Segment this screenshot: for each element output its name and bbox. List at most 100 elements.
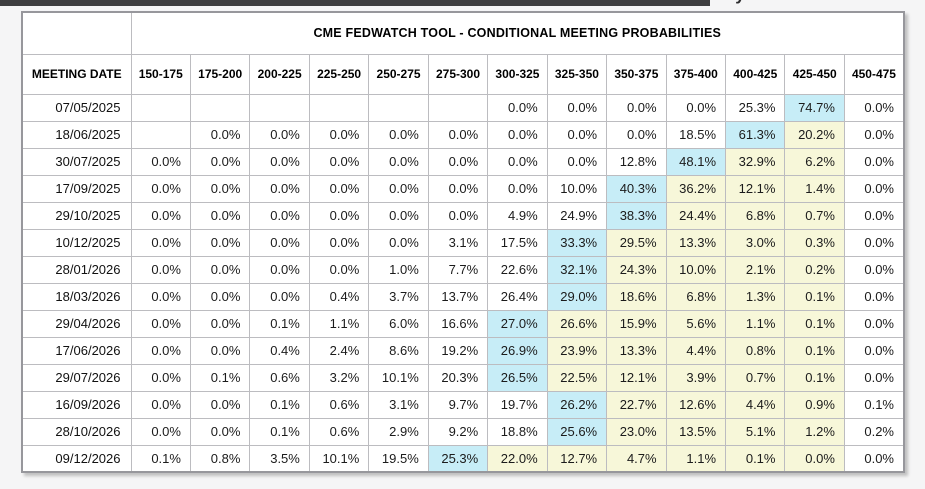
- table-row: 29/07/2026 0.0% 0.1% 0.6% 3.2% 10.1% 20.3% 26.5…: [21, 363, 905, 392]
- probability-cell: 3.1%: [368, 390, 429, 419]
- probability-cell: 3.2%: [308, 363, 370, 392]
- column-header-row: MEETING DATE 150-175 175-200 200-225 225…: [21, 53, 905, 95]
- probability-cell: 0.0%: [189, 174, 251, 203]
- probability-cell: [427, 93, 489, 122]
- rate-column-header: 400-425: [725, 53, 786, 95]
- probability-cell: 0.2%: [784, 255, 845, 284]
- probability-cell: 26.4%: [487, 282, 548, 311]
- probability-cell: 32.9%: [725, 147, 786, 176]
- probability-cell: 0.0%: [546, 93, 608, 122]
- meeting-date-cell: 28/10/2026: [21, 417, 132, 446]
- meeting-date-cell: 17/06/2026: [21, 336, 132, 365]
- probability-cell: 0.0%: [308, 201, 370, 230]
- probability-cell: 0.1%: [784, 363, 845, 392]
- probability-cell: 5.1%: [725, 417, 786, 446]
- probability-cell: 0.0%: [189, 282, 251, 311]
- probability-cell: 12.6%: [665, 390, 727, 419]
- probability-cell: 0.0%: [368, 201, 429, 230]
- probability-cell: 0.0%: [843, 228, 905, 257]
- probability-cell: 0.0%: [130, 363, 191, 392]
- probability-cell: 0.0%: [189, 309, 251, 338]
- rate-column-header: 175-200: [189, 53, 251, 95]
- probability-cell: 0.0%: [249, 174, 310, 203]
- table-row: 29/04/2026 0.0% 0.0% 0.1% 1.1% 6.0% 16.6% 27.0%…: [21, 309, 905, 338]
- meeting-date-cell: 29/04/2026: [21, 309, 132, 338]
- probability-cell: 0.0%: [189, 201, 251, 230]
- probability-cell: 13.5%: [665, 417, 727, 446]
- probability-cell: 0.0%: [249, 120, 310, 149]
- probability-cell: 61.3%: [725, 120, 786, 149]
- rate-column-header: 150-175: [130, 53, 191, 95]
- probability-cell: 0.0%: [487, 120, 548, 149]
- table-row: 09/12/2026 0.1% 0.8% 3.5% 10.1% 19.5% 25.3% 22.…: [21, 444, 905, 473]
- probability-cell: [189, 93, 251, 122]
- probability-cell: 25.3%: [725, 93, 786, 122]
- probability-cell: 0.0%: [487, 93, 548, 122]
- probability-cell: 0.8%: [189, 444, 251, 473]
- probability-cell: [130, 93, 191, 122]
- probability-cell: 15.9%: [606, 309, 667, 338]
- probability-cell: 0.0%: [189, 255, 251, 284]
- probability-cell: 12.1%: [725, 174, 786, 203]
- probability-cell: [308, 93, 370, 122]
- corner-cell: [21, 11, 132, 55]
- probability-cell: 0.1%: [249, 309, 310, 338]
- probability-cell: 0.7%: [784, 201, 845, 230]
- probability-cell: 0.8%: [725, 336, 786, 365]
- probability-cell: 3.7%: [368, 282, 429, 311]
- probability-cell: 25.3%: [427, 444, 489, 473]
- probability-cell: 10.1%: [368, 363, 429, 392]
- probability-cell: 0.0%: [130, 282, 191, 311]
- probability-cell: 22.6%: [487, 255, 548, 284]
- probability-cell: 12.8%: [606, 147, 667, 176]
- probability-cell: 0.0%: [189, 120, 251, 149]
- probability-cell: 29.0%: [546, 282, 608, 311]
- probability-cell: 36.2%: [665, 174, 727, 203]
- probability-cell: 0.0%: [546, 147, 608, 176]
- probability-cell: 0.0%: [427, 174, 489, 203]
- probability-cell: 10.0%: [665, 255, 727, 284]
- probability-cell: 24.3%: [606, 255, 667, 284]
- meeting-date-cell: 17/09/2025: [21, 174, 132, 203]
- probability-cell: 6.8%: [725, 201, 786, 230]
- probability-cell: 6.8%: [665, 282, 727, 311]
- probability-cell: 0.0%: [843, 174, 905, 203]
- probability-cell: 0.0%: [843, 336, 905, 365]
- table-row: 17/09/2025 0.0% 0.0% 0.0% 0.0% 0.0% 0.0% 0.0% 10…: [21, 174, 905, 203]
- probability-cell: 22.7%: [606, 390, 667, 419]
- table-row: 17/06/2026 0.0% 0.0% 0.4% 2.4% 8.6% 19.2% 26.9%…: [21, 336, 905, 365]
- probability-cell: 0.3%: [784, 228, 845, 257]
- probability-cell: 0.0%: [606, 120, 667, 149]
- probability-cell: 24.9%: [546, 201, 608, 230]
- probability-cell: 0.0%: [189, 417, 251, 446]
- probability-cell: 4.4%: [725, 390, 786, 419]
- probability-cell: 0.0%: [427, 120, 489, 149]
- probability-cell: 9.2%: [427, 417, 489, 446]
- probability-cell: 0.1%: [843, 390, 905, 419]
- probability-cell: 0.0%: [130, 147, 191, 176]
- probability-cell: 4.4%: [665, 336, 727, 365]
- probability-cell: 0.0%: [189, 390, 251, 419]
- probability-cell: 1.2%: [784, 417, 845, 446]
- probability-cell: 12.7%: [546, 444, 608, 473]
- probability-cell: 6.2%: [784, 147, 845, 176]
- rate-column-header: 350-375: [606, 53, 667, 95]
- probability-cell: 12.1%: [606, 363, 667, 392]
- clipped-header-text: oney hair is s: [702, 0, 825, 4]
- fedwatch-probabilities-table: CME FEDWATCH TOOL - CONDITIONAL MEETING …: [21, 11, 905, 473]
- probability-cell: 20.3%: [427, 363, 489, 392]
- table-row: 29/10/2025 0.0% 0.0% 0.0% 0.0% 0.0% 0.0% 4.9% 24…: [21, 201, 905, 230]
- meeting-date-header: MEETING DATE: [21, 53, 132, 95]
- probability-cell: 0.0%: [308, 228, 370, 257]
- probability-cell: 7.7%: [427, 255, 489, 284]
- probability-cell: 0.0%: [843, 282, 905, 311]
- probability-cell: 0.0%: [606, 93, 667, 122]
- probability-cell: 23.9%: [546, 336, 608, 365]
- probability-cell: 0.1%: [249, 417, 310, 446]
- probability-cell: 0.0%: [427, 147, 489, 176]
- probability-cell: 0.0%: [368, 120, 429, 149]
- table-row: 10/12/2025 0.0% 0.0% 0.0% 0.0% 0.0% 3.1% 17.5% 3…: [21, 228, 905, 257]
- probability-cell: 0.6%: [249, 363, 310, 392]
- probability-cell: 0.0%: [427, 201, 489, 230]
- probability-cell: 40.3%: [606, 174, 667, 203]
